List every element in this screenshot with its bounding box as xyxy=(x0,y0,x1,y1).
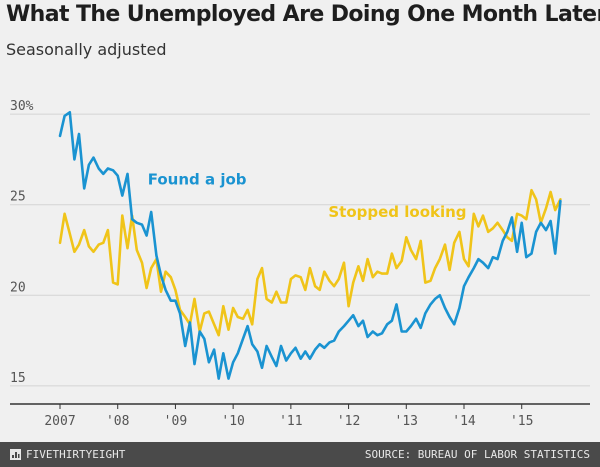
series-label-found-a-job: Found a job xyxy=(148,170,247,188)
series-labels: Found a job Stopped looking xyxy=(148,170,467,221)
series-lines xyxy=(58,111,562,380)
x-tick-label: '10 xyxy=(221,414,244,429)
footer-bar: FIVETHIRTYEIGHT SOURCE: BUREAU OF LABOR … xyxy=(0,442,600,467)
series-line-found-a-job xyxy=(58,111,562,380)
gridlines xyxy=(10,113,590,405)
x-tick-label: '08 xyxy=(106,414,129,429)
y-tick-label: 15 xyxy=(10,371,26,386)
series-line-stopped-looking xyxy=(58,188,562,337)
y-tick-label: 30% xyxy=(10,99,34,114)
chart-title: What The Unemployed Are Doing One Month … xyxy=(6,2,600,27)
line-chart: 15 20 25 30% 2007 '08 '09 '10 '11 '12 '13 '14 '15 Fo… xyxy=(10,99,590,429)
source-note: SOURCE: BUREAU OF LABOR STATISTICS xyxy=(364,448,590,461)
x-tick-label: 2007 xyxy=(44,414,75,429)
brand: FIVETHIRTYEIGHT xyxy=(10,448,125,461)
x-tick-label: '14 xyxy=(452,414,476,429)
axis-ticks: 15 20 25 30% 2007 '08 '09 '10 '11 '12 '13 '14 '15 xyxy=(10,99,533,429)
fivethirtyeight-logo-icon xyxy=(10,449,21,460)
x-tick-label: '13 xyxy=(395,414,418,429)
x-tick-label: '12 xyxy=(337,414,360,429)
chart-subtitle: Seasonally adjusted xyxy=(6,40,167,59)
series-label-stopped-looking: Stopped looking xyxy=(328,203,466,221)
x-tick-label: '15 xyxy=(510,414,533,429)
brand-name: FIVETHIRTYEIGHT xyxy=(26,448,126,461)
x-tick-label: '09 xyxy=(164,414,187,429)
x-tick-label: '11 xyxy=(279,414,302,429)
y-tick-label: 20 xyxy=(10,280,26,295)
y-tick-label: 25 xyxy=(10,190,26,205)
